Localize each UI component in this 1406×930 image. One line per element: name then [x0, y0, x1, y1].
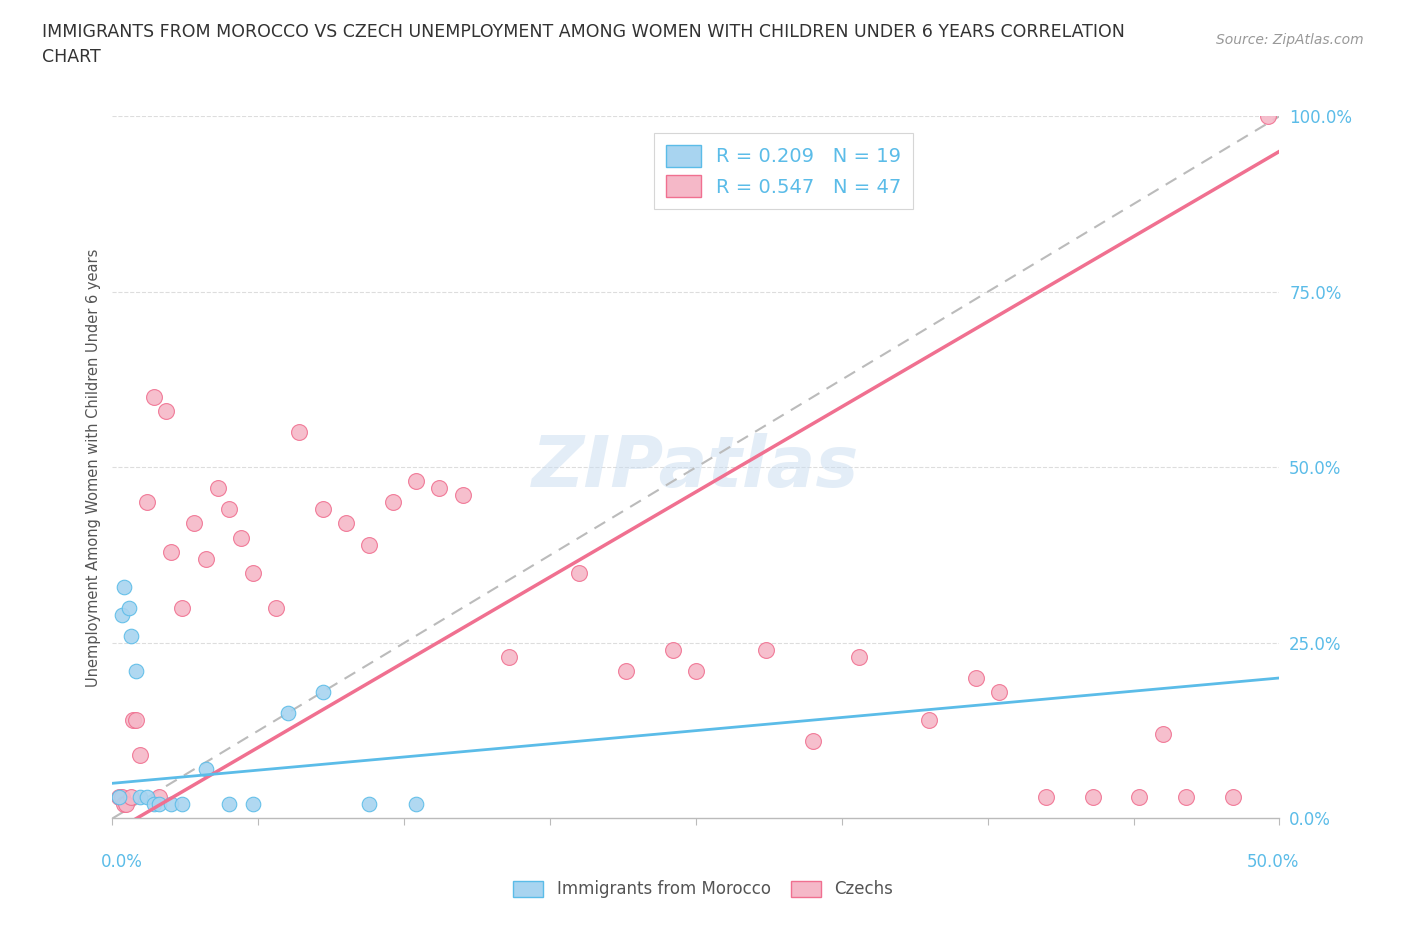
Point: [155, 404, 177, 418]
Point: [1222, 790, 1244, 804]
Point: [801, 734, 824, 749]
Point: [122, 712, 145, 727]
Text: IMMIGRANTS FROM MOROCCO VS CZECH UNEMPLOYMENT AMONG WOMEN WITH CHILDREN UNDER 6 : IMMIGRANTS FROM MOROCCO VS CZECH UNEMPLO…: [42, 23, 1125, 66]
Point: [381, 495, 404, 510]
Text: 0.0%: 0.0%: [101, 853, 143, 870]
Point: [183, 516, 205, 531]
Point: [1257, 109, 1279, 124]
Point: [498, 649, 520, 664]
Point: [264, 601, 287, 616]
Y-axis label: Unemployment Among Women with Children Under 6 years: Unemployment Among Women with Children U…: [86, 248, 101, 686]
Point: [918, 712, 941, 727]
Point: [160, 797, 183, 812]
Point: [614, 663, 637, 678]
Point: [685, 663, 707, 678]
Point: [108, 790, 131, 804]
Point: [125, 712, 148, 727]
Point: [218, 502, 240, 517]
Point: [194, 762, 217, 777]
Point: [172, 601, 194, 616]
Point: [112, 797, 135, 812]
Point: [242, 565, 264, 580]
Point: [218, 797, 240, 812]
Point: [120, 790, 142, 804]
Point: [136, 495, 159, 510]
Point: [661, 643, 683, 658]
Point: [148, 790, 170, 804]
Text: ZIPatlas: ZIPatlas: [533, 432, 859, 502]
Point: [143, 390, 166, 405]
Point: [1128, 790, 1150, 804]
Point: [427, 481, 450, 496]
Legend: Immigrants from Morocco, Czechs: Immigrants from Morocco, Czechs: [506, 873, 900, 905]
Point: [988, 684, 1011, 699]
Text: 50.0%: 50.0%: [1247, 853, 1299, 870]
Point: [1035, 790, 1057, 804]
Point: [288, 425, 311, 440]
Point: [335, 516, 357, 531]
Point: [118, 601, 141, 616]
Point: [120, 629, 142, 644]
Point: [1152, 726, 1174, 741]
Point: [207, 481, 229, 496]
Point: [359, 797, 381, 812]
Point: [311, 502, 333, 517]
Point: [755, 643, 778, 658]
Point: [129, 790, 152, 804]
Point: [568, 565, 591, 580]
Point: [1081, 790, 1104, 804]
Point: [311, 684, 333, 699]
Point: [242, 797, 264, 812]
Point: [148, 797, 170, 812]
Point: [965, 671, 987, 685]
Point: [112, 579, 135, 594]
Legend: R = 0.209   N = 19, R = 0.547   N = 47: R = 0.209 N = 19, R = 0.547 N = 47: [654, 133, 912, 209]
Point: [129, 748, 152, 763]
Point: [194, 551, 217, 566]
Point: [405, 797, 427, 812]
Point: [1175, 790, 1198, 804]
Point: [111, 790, 134, 804]
Point: [160, 544, 183, 559]
Point: [276, 706, 298, 721]
Point: [848, 649, 870, 664]
Text: Source: ZipAtlas.com: Source: ZipAtlas.com: [1216, 33, 1364, 46]
Point: [125, 663, 148, 678]
Point: [172, 797, 194, 812]
Point: [229, 530, 252, 545]
Point: [451, 488, 474, 503]
Point: [115, 797, 138, 812]
Point: [359, 538, 381, 552]
Point: [111, 607, 134, 622]
Point: [143, 797, 166, 812]
Point: [136, 790, 159, 804]
Point: [405, 474, 427, 489]
Point: [108, 790, 131, 804]
